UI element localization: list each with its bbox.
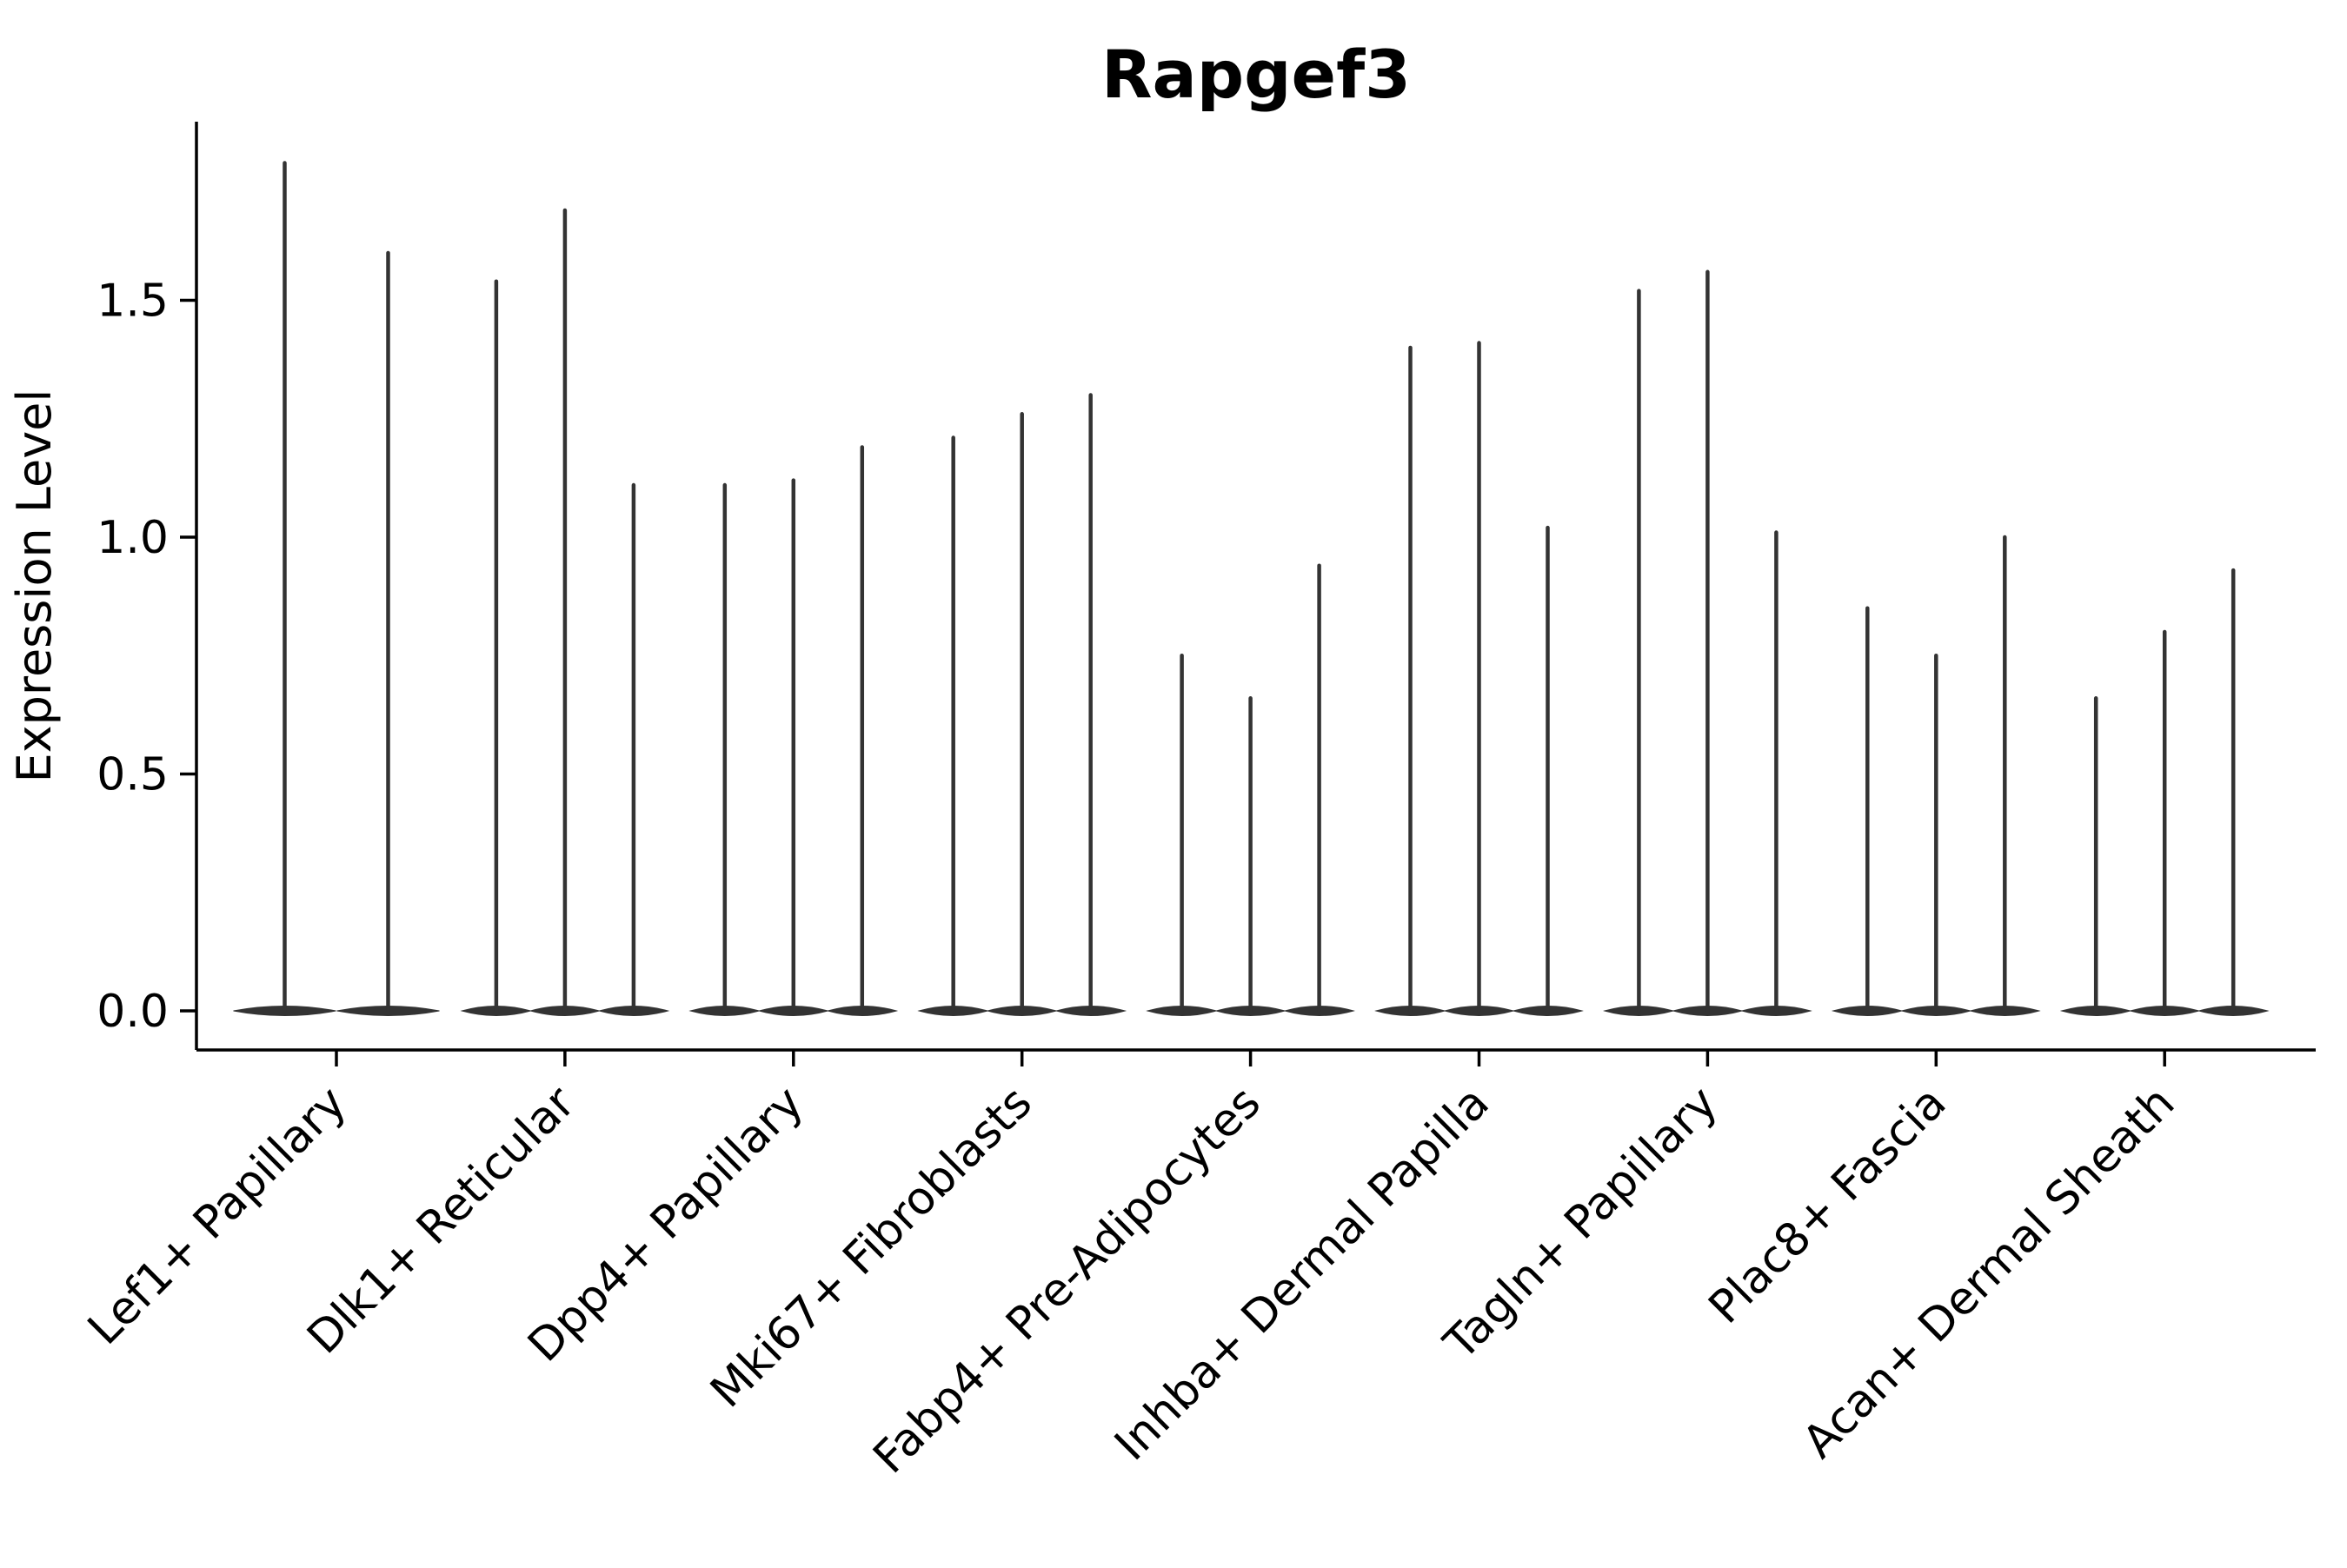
x-tick-label: Fabp4+ Pre-Adipocytes [863,1077,1270,1484]
y-tick-label: 0.5 [96,749,169,801]
chart-title: Rapgef3 [1101,36,1411,113]
y-axis-label: Expression Level [7,389,62,783]
y-tick-label: 1.0 [96,512,169,564]
x-tick-label: Inhba+ Dermal Papilla [1105,1077,1499,1471]
x-tick-label: Acan+ Dermal Sheath [1793,1077,2185,1469]
x-tick-label: Plac8+ Fascia [1699,1077,1957,1334]
y-tick-label: 0.0 [96,986,169,1038]
y-tick-label: 1.5 [96,276,169,328]
